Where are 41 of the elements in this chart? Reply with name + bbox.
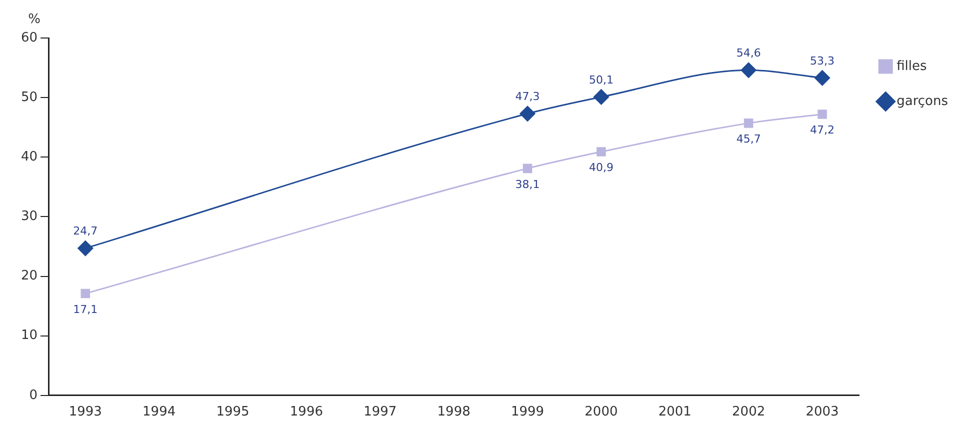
point — [520, 106, 536, 122]
point — [744, 118, 754, 128]
x-tick-label: 2002 — [732, 404, 766, 420]
x-tick-label: 1997 — [364, 404, 397, 420]
x-tick-label: 1993 — [68, 404, 102, 420]
point — [80, 288, 90, 298]
x-tick-label: 2001 — [658, 404, 692, 420]
data-label: 54,6 — [736, 46, 761, 60]
y-axis-title: % — [28, 12, 41, 27]
data-label: 40,9 — [588, 161, 614, 174]
data-label: 53,3 — [810, 54, 835, 68]
point — [593, 89, 609, 105]
point — [740, 62, 756, 78]
x-tick-label: 1995 — [216, 404, 250, 420]
x-tick-label: 2000 — [584, 404, 618, 420]
x-tick-label: 1994 — [142, 404, 176, 420]
data-label: 47,3 — [515, 90, 540, 104]
data-label: 38,1 — [515, 178, 540, 191]
point — [814, 70, 830, 86]
point — [596, 147, 606, 156]
y-tick-label: 10 — [20, 328, 38, 344]
legend-label: garçons — [896, 94, 948, 109]
x-tick-label: 2003 — [806, 404, 839, 420]
data-label: 47,2 — [810, 124, 835, 137]
point — [818, 110, 827, 119]
legend-label: filles — [896, 58, 928, 74]
y-tick-label: 20 — [20, 268, 38, 284]
y-tick-label: 0 — [29, 388, 38, 403]
x-tick-label: 1999 — [510, 404, 544, 420]
y-tick-label: 50 — [20, 90, 38, 105]
point — [522, 164, 532, 174]
y-tick-label: 40 — [20, 150, 38, 165]
y-tick-label: 60 — [20, 30, 38, 46]
data-label: 45,7 — [736, 132, 761, 146]
data-label: 17,1 — [73, 302, 98, 316]
data-label: 50,1 — [588, 73, 614, 86]
point — [78, 240, 94, 256]
data-label: 24,7 — [73, 224, 98, 238]
x-tick-label: 1996 — [290, 404, 323, 420]
y-tick-label: 30 — [20, 209, 38, 224]
x-tick-label: 1998 — [437, 404, 470, 420]
